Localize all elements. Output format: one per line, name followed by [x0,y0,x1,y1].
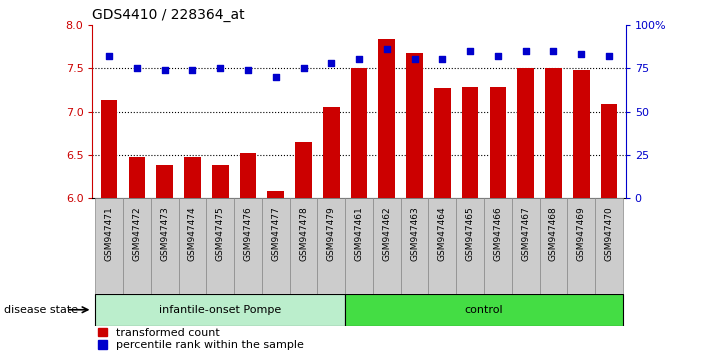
Text: control: control [465,305,503,315]
FancyBboxPatch shape [484,198,512,299]
Point [159,67,171,73]
Text: GSM947479: GSM947479 [327,206,336,261]
Point [270,74,282,80]
FancyBboxPatch shape [206,198,234,299]
Point [520,48,531,53]
Bar [601,104,617,198]
Point [409,57,420,62]
Bar [267,191,284,198]
Point [131,65,142,71]
Bar [240,153,256,198]
FancyBboxPatch shape [289,198,317,299]
Bar [295,142,312,198]
FancyBboxPatch shape [317,198,345,299]
Point [547,48,559,53]
FancyBboxPatch shape [373,198,401,299]
FancyBboxPatch shape [95,198,123,299]
Text: GSM947470: GSM947470 [604,206,614,261]
FancyBboxPatch shape [178,198,206,299]
Text: GSM947464: GSM947464 [438,206,447,261]
Bar [101,100,117,198]
Point [464,48,476,53]
FancyBboxPatch shape [234,198,262,299]
Point [326,60,337,66]
Text: GSM947463: GSM947463 [410,206,419,261]
FancyBboxPatch shape [512,198,540,299]
Text: GSM947468: GSM947468 [549,206,558,261]
Bar [378,39,395,198]
Text: GSM947478: GSM947478 [299,206,308,261]
Point [103,53,114,59]
Text: GSM947474: GSM947474 [188,206,197,261]
Text: GSM947466: GSM947466 [493,206,503,261]
FancyBboxPatch shape [429,198,456,299]
Bar [184,156,201,198]
FancyBboxPatch shape [456,198,484,299]
Bar [129,156,145,198]
Point [353,57,365,62]
Bar [490,87,506,198]
Bar [518,68,534,198]
Point [575,51,587,57]
Bar [156,165,173,198]
FancyBboxPatch shape [567,198,595,299]
Text: GSM947467: GSM947467 [521,206,530,261]
Point [492,53,503,59]
Point [187,67,198,73]
Text: GSM947469: GSM947469 [577,206,586,261]
Point [381,46,392,52]
Text: GSM947476: GSM947476 [243,206,252,261]
Bar [406,52,423,198]
Bar [212,165,228,198]
FancyBboxPatch shape [151,198,178,299]
Legend: transformed count, percentile rank within the sample: transformed count, percentile rank withi… [98,328,304,350]
Text: GSM947472: GSM947472 [132,206,141,261]
Text: infantile-onset Pompe: infantile-onset Pompe [159,305,282,315]
FancyBboxPatch shape [401,198,429,299]
Text: GSM947465: GSM947465 [466,206,475,261]
FancyBboxPatch shape [262,198,289,299]
Bar [545,68,562,198]
FancyBboxPatch shape [595,198,623,299]
Point [604,53,615,59]
Bar [351,68,368,198]
FancyBboxPatch shape [540,198,567,299]
Text: GSM947475: GSM947475 [215,206,225,261]
Point [242,67,254,73]
Text: GSM947471: GSM947471 [105,206,114,261]
FancyBboxPatch shape [345,198,373,299]
FancyBboxPatch shape [345,294,623,326]
Text: GSM947477: GSM947477 [271,206,280,261]
FancyBboxPatch shape [95,294,345,326]
FancyBboxPatch shape [123,198,151,299]
Text: disease state: disease state [4,305,77,315]
Text: GSM947462: GSM947462 [383,206,391,261]
Text: GSM947461: GSM947461 [355,206,363,261]
Point [215,65,226,71]
Text: GDS4410 / 228364_at: GDS4410 / 228364_at [92,8,245,22]
Bar [573,70,589,198]
Bar [462,87,479,198]
Bar [434,88,451,198]
Point [298,65,309,71]
Bar [323,107,340,198]
Point [437,57,448,62]
Text: GSM947473: GSM947473 [160,206,169,261]
